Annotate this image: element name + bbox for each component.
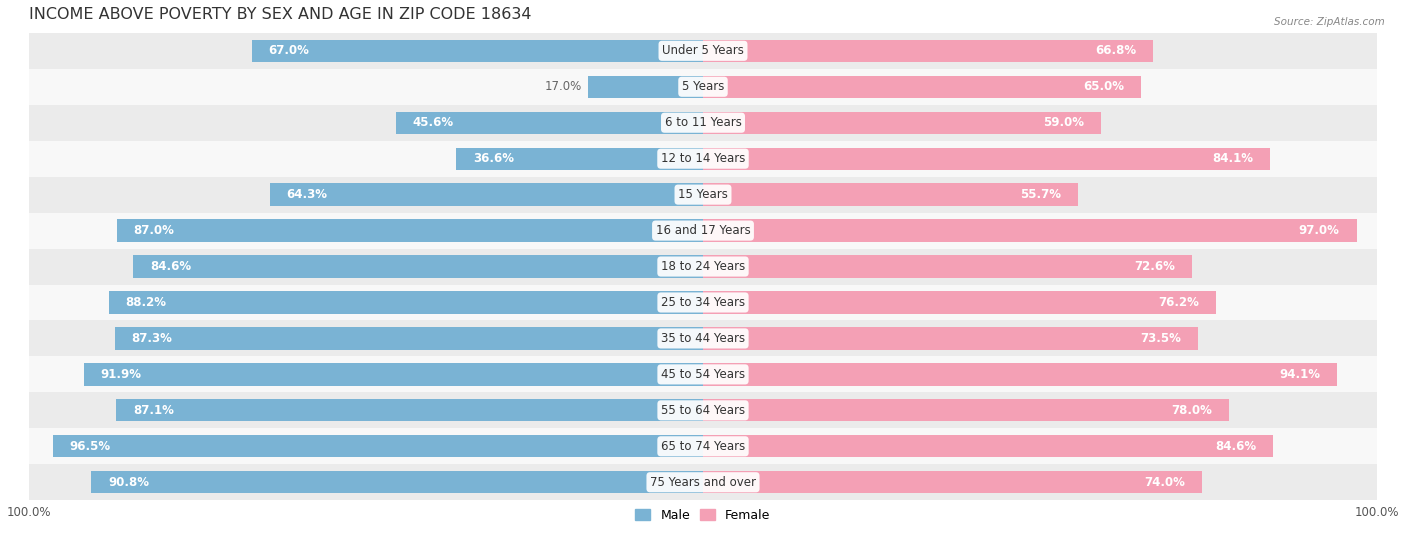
- Text: 17.0%: 17.0%: [544, 80, 582, 93]
- Bar: [91, 471, 703, 494]
- Text: 91.9%: 91.9%: [101, 368, 142, 381]
- Bar: [115, 327, 703, 349]
- Text: 12 to 14 Years: 12 to 14 Years: [661, 152, 745, 165]
- Text: 25 to 34 Years: 25 to 34 Years: [661, 296, 745, 309]
- Text: 96.5%: 96.5%: [70, 440, 111, 453]
- Bar: [457, 148, 703, 170]
- Text: 74.0%: 74.0%: [1144, 476, 1185, 489]
- Bar: [30, 465, 1376, 500]
- Bar: [84, 363, 703, 386]
- Bar: [30, 320, 1376, 357]
- Bar: [703, 363, 1337, 386]
- Bar: [117, 220, 703, 241]
- Text: 15 Years: 15 Years: [678, 188, 728, 201]
- Text: 55 to 64 Years: 55 to 64 Years: [661, 404, 745, 417]
- Bar: [703, 255, 1192, 278]
- Text: 6 to 11 Years: 6 to 11 Years: [665, 116, 741, 129]
- Text: 67.0%: 67.0%: [269, 44, 309, 58]
- Bar: [589, 75, 703, 98]
- Text: INCOME ABOVE POVERTY BY SEX AND AGE IN ZIP CODE 18634: INCOME ABOVE POVERTY BY SEX AND AGE IN Z…: [30, 7, 531, 22]
- Text: 87.3%: 87.3%: [132, 332, 173, 345]
- Bar: [30, 141, 1376, 177]
- Text: 65.0%: 65.0%: [1083, 80, 1125, 93]
- Text: 5 Years: 5 Years: [682, 80, 724, 93]
- Text: 87.0%: 87.0%: [134, 224, 174, 237]
- Text: 35 to 44 Years: 35 to 44 Years: [661, 332, 745, 345]
- Bar: [117, 399, 703, 421]
- Bar: [30, 33, 1376, 69]
- Bar: [703, 220, 1357, 241]
- Text: 75 Years and over: 75 Years and over: [650, 476, 756, 489]
- Text: Under 5 Years: Under 5 Years: [662, 44, 744, 58]
- Text: 16 and 17 Years: 16 and 17 Years: [655, 224, 751, 237]
- Text: 64.3%: 64.3%: [287, 188, 328, 201]
- Text: 84.6%: 84.6%: [150, 260, 191, 273]
- Bar: [30, 392, 1376, 428]
- Text: 94.1%: 94.1%: [1279, 368, 1320, 381]
- Text: 36.6%: 36.6%: [474, 152, 515, 165]
- Bar: [30, 177, 1376, 212]
- Text: 45 to 54 Years: 45 to 54 Years: [661, 368, 745, 381]
- Text: 90.8%: 90.8%: [108, 476, 149, 489]
- Bar: [703, 399, 1229, 421]
- Text: 66.8%: 66.8%: [1095, 44, 1136, 58]
- Text: 55.7%: 55.7%: [1021, 188, 1062, 201]
- Text: 18 to 24 Years: 18 to 24 Years: [661, 260, 745, 273]
- Text: 76.2%: 76.2%: [1159, 296, 1199, 309]
- Bar: [703, 112, 1101, 134]
- Bar: [703, 75, 1142, 98]
- Text: 72.6%: 72.6%: [1135, 260, 1175, 273]
- Text: 65 to 74 Years: 65 to 74 Years: [661, 440, 745, 453]
- Text: 45.6%: 45.6%: [412, 116, 454, 129]
- Text: 59.0%: 59.0%: [1043, 116, 1084, 129]
- Text: Source: ZipAtlas.com: Source: ZipAtlas.com: [1274, 17, 1385, 27]
- Bar: [30, 249, 1376, 285]
- Text: 73.5%: 73.5%: [1140, 332, 1181, 345]
- Bar: [134, 255, 703, 278]
- Bar: [30, 69, 1376, 105]
- Bar: [703, 471, 1202, 494]
- Bar: [30, 105, 1376, 141]
- Bar: [703, 148, 1270, 170]
- Bar: [395, 112, 703, 134]
- Bar: [703, 435, 1272, 457]
- Bar: [53, 435, 703, 457]
- Bar: [30, 285, 1376, 320]
- Bar: [252, 40, 703, 62]
- Bar: [108, 291, 703, 314]
- Bar: [703, 40, 1153, 62]
- Text: 88.2%: 88.2%: [125, 296, 166, 309]
- Bar: [30, 428, 1376, 465]
- Text: 84.1%: 84.1%: [1212, 152, 1253, 165]
- Text: 78.0%: 78.0%: [1171, 404, 1212, 417]
- Bar: [30, 212, 1376, 249]
- Bar: [703, 183, 1078, 206]
- Bar: [703, 291, 1216, 314]
- Text: 97.0%: 97.0%: [1299, 224, 1340, 237]
- Bar: [30, 357, 1376, 392]
- Legend: Male, Female: Male, Female: [630, 504, 776, 527]
- Bar: [703, 327, 1198, 349]
- Text: 87.1%: 87.1%: [134, 404, 174, 417]
- Text: 84.6%: 84.6%: [1215, 440, 1256, 453]
- Bar: [270, 183, 703, 206]
